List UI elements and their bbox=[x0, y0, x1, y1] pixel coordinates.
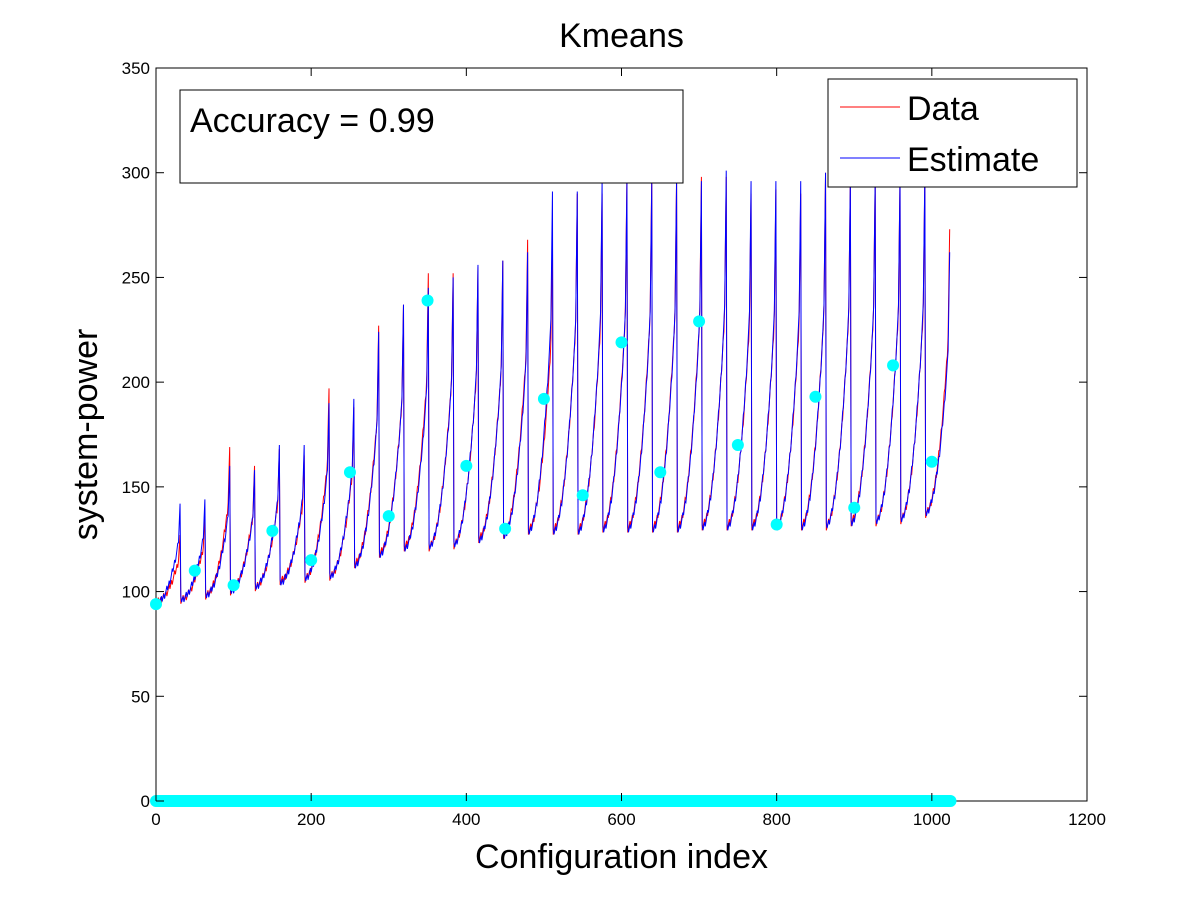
sample-point-marker bbox=[343, 466, 356, 479]
legend-label-estimate: Estimate bbox=[907, 141, 1039, 179]
sample-point-marker bbox=[499, 522, 512, 535]
annotation-box bbox=[179, 89, 684, 184]
accuracy-annotation: Accuracy = 0.99 bbox=[179, 89, 684, 184]
zero-point-marker bbox=[944, 795, 957, 807]
x-axis-label: Configuration index bbox=[475, 838, 768, 876]
sample-point-marker bbox=[305, 554, 318, 567]
y-tick-label: 200 bbox=[122, 373, 150, 392]
series-layer bbox=[155, 170, 951, 607]
sample-point-marker bbox=[150, 598, 162, 611]
y-tick-label: 50 bbox=[131, 687, 150, 706]
sample-point-marker bbox=[382, 510, 395, 523]
axes-box bbox=[155, 67, 1088, 802]
y-tick-label: 150 bbox=[122, 478, 150, 497]
x-tick-label: 800 bbox=[762, 810, 790, 829]
series-line-estimate bbox=[155, 170, 951, 607]
sample-point-marker bbox=[188, 564, 201, 577]
sample-point-marker bbox=[887, 359, 900, 372]
sample-point-marker bbox=[460, 459, 473, 472]
x-axis-ticks: 0 200 400 600 800 1000 1200 bbox=[151, 68, 1106, 829]
x-tick-label: 600 bbox=[607, 810, 635, 829]
y-tick-label: 300 bbox=[122, 164, 150, 183]
x-tick-label: 400 bbox=[452, 810, 480, 829]
y-axis-label: system-power bbox=[67, 329, 105, 541]
sample-point-marker bbox=[809, 390, 822, 403]
x-tick-label: 1200 bbox=[1068, 810, 1106, 829]
sample-point-marker bbox=[731, 438, 744, 451]
legend-label-data: Data bbox=[907, 90, 979, 128]
legend-box bbox=[827, 78, 1078, 188]
chart-title: Kmeans bbox=[559, 17, 684, 55]
sample-point-marker bbox=[266, 524, 279, 537]
x-tick-label: 1000 bbox=[913, 810, 951, 829]
plot-area: 0 200 400 600 800 1000 1200 0 50 100 150 200 250 300… bbox=[122, 59, 1106, 829]
sample-markers-layer bbox=[150, 294, 957, 807]
sample-point-marker bbox=[615, 336, 628, 349]
x-tick-label: 0 bbox=[151, 810, 160, 829]
sample-point-marker bbox=[848, 501, 861, 514]
sample-point-marker bbox=[925, 455, 938, 468]
y-tick-label: 350 bbox=[122, 59, 150, 78]
y-tick-label: 0 bbox=[141, 792, 150, 811]
y-axis-ticks: 0 50 100 150 200 250 300 350 bbox=[122, 59, 1087, 811]
annotation-text: Accuracy = 0.99 bbox=[190, 102, 435, 140]
y-tick-label: 100 bbox=[122, 583, 150, 602]
sample-point-marker bbox=[693, 315, 706, 328]
sample-point-marker bbox=[421, 294, 434, 307]
y-tick-label: 250 bbox=[122, 268, 150, 287]
legend: Data Estimate bbox=[827, 78, 1078, 188]
sample-point-marker bbox=[537, 392, 550, 405]
sample-point-marker bbox=[576, 489, 589, 502]
sample-point-marker bbox=[770, 518, 783, 531]
sample-point-marker bbox=[227, 579, 240, 592]
sample-point-marker bbox=[654, 466, 667, 479]
x-tick-label: 200 bbox=[297, 810, 325, 829]
